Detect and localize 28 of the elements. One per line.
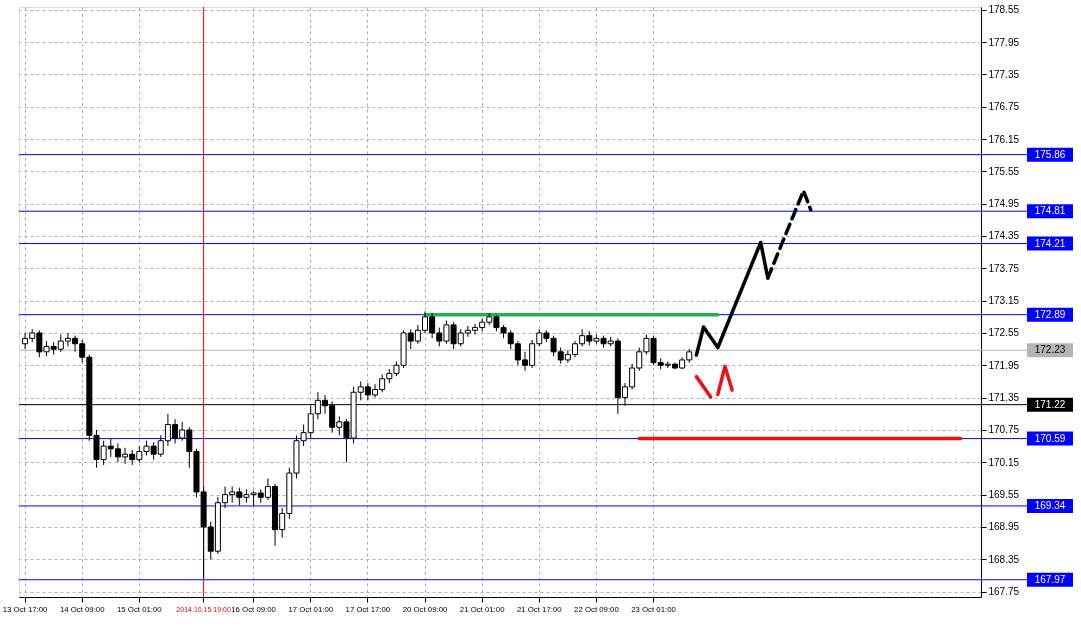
ref-line-label: 170.59 [1034, 432, 1066, 444]
y-tick-label: 177.95 [988, 36, 1020, 48]
ref-line-label: 169.34 [1034, 499, 1066, 511]
y-tick-label: 169.55 [988, 489, 1020, 501]
y-tick-label: 171.35 [988, 392, 1020, 404]
y-tick-label: 174.35 [988, 230, 1020, 242]
ref-line-label: 174.81 [1034, 205, 1066, 217]
y-tick-label: 178.55 [988, 4, 1020, 16]
ref-line-label: 171.22 [1034, 398, 1066, 410]
y-tick-label: 173.15 [988, 295, 1020, 307]
y-tick-label: 175.55 [988, 165, 1020, 177]
y-tick-label: 167.75 [988, 586, 1020, 598]
y-tick-label: 176.15 [988, 133, 1020, 145]
y-tick-label: 171.95 [988, 359, 1020, 371]
ref-line-label: 174.21 [1034, 237, 1066, 249]
ref-line-label: 172.23 [1034, 344, 1066, 356]
ref-line-label: 167.97 [1034, 573, 1066, 585]
ref-line-label: 175.86 [1034, 148, 1066, 160]
y-tick-label: 173.75 [988, 262, 1020, 274]
y-tick-label: 177.35 [988, 68, 1020, 80]
y-tick-label: 168.35 [988, 553, 1020, 565]
y-tick-label: 172.55 [988, 327, 1020, 339]
y-tick-label: 170.75 [988, 424, 1020, 436]
ref-line-label: 172.89 [1034, 308, 1066, 320]
y-tick-label: 168.95 [988, 521, 1020, 533]
y-tick-label: 176.75 [988, 101, 1020, 113]
y-tick-label: 174.95 [988, 198, 1020, 210]
y-tick-label: 170.15 [988, 456, 1020, 468]
